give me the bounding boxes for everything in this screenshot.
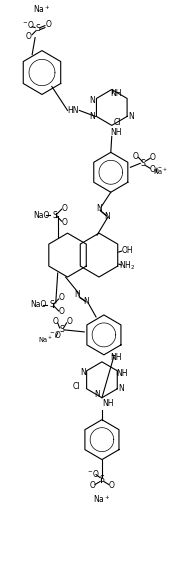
Text: NH: NH — [102, 399, 114, 408]
Text: O: O — [89, 481, 95, 490]
Text: Na$^+$: Na$^+$ — [93, 494, 111, 505]
Text: Cl: Cl — [73, 382, 81, 391]
Text: Na$^+$: Na$^+$ — [153, 167, 169, 177]
Text: N: N — [75, 290, 80, 300]
Text: N: N — [96, 203, 102, 213]
Text: O: O — [53, 317, 59, 326]
Text: N: N — [94, 390, 100, 399]
Text: NaO: NaO — [30, 300, 46, 310]
Text: NaO: NaO — [33, 210, 49, 220]
Text: O: O — [46, 20, 52, 29]
Text: $^-$O: $^-$O — [48, 329, 62, 340]
Text: O: O — [62, 203, 68, 213]
Text: O: O — [67, 317, 73, 326]
Text: O: O — [150, 153, 156, 162]
Text: Na$^+$: Na$^+$ — [33, 3, 51, 15]
Text: S: S — [141, 159, 146, 168]
Text: N: N — [90, 96, 95, 105]
Text: N: N — [118, 384, 124, 394]
Text: O: O — [109, 481, 115, 490]
Text: N: N — [83, 297, 89, 307]
Text: NH: NH — [110, 89, 121, 98]
Text: O: O — [59, 293, 65, 303]
Text: $^-$: $^-$ — [157, 166, 163, 171]
Text: O: O — [132, 152, 138, 161]
Text: OH: OH — [122, 245, 133, 255]
Text: $^-$O: $^-$O — [86, 468, 100, 479]
Text: S: S — [52, 210, 57, 220]
Text: Cl: Cl — [114, 118, 121, 127]
Text: O: O — [25, 32, 31, 41]
Text: N: N — [90, 112, 95, 121]
Text: NH$_2$: NH$_2$ — [119, 260, 136, 272]
Text: O: O — [59, 307, 65, 317]
Text: N: N — [104, 212, 110, 221]
Text: S: S — [100, 475, 104, 484]
Text: O: O — [62, 217, 68, 227]
Text: NH: NH — [110, 128, 121, 137]
Text: NH: NH — [116, 369, 128, 378]
Text: Na$^+$: Na$^+$ — [38, 335, 54, 345]
Text: NH: NH — [110, 353, 121, 363]
Text: HN: HN — [68, 106, 79, 115]
Text: N: N — [80, 368, 86, 377]
Text: S: S — [36, 24, 40, 33]
Text: $^-$O: $^-$O — [21, 19, 35, 30]
Text: O: O — [150, 165, 156, 174]
Text: N: N — [128, 112, 134, 121]
Text: S: S — [59, 325, 64, 335]
Text: S: S — [49, 300, 54, 310]
